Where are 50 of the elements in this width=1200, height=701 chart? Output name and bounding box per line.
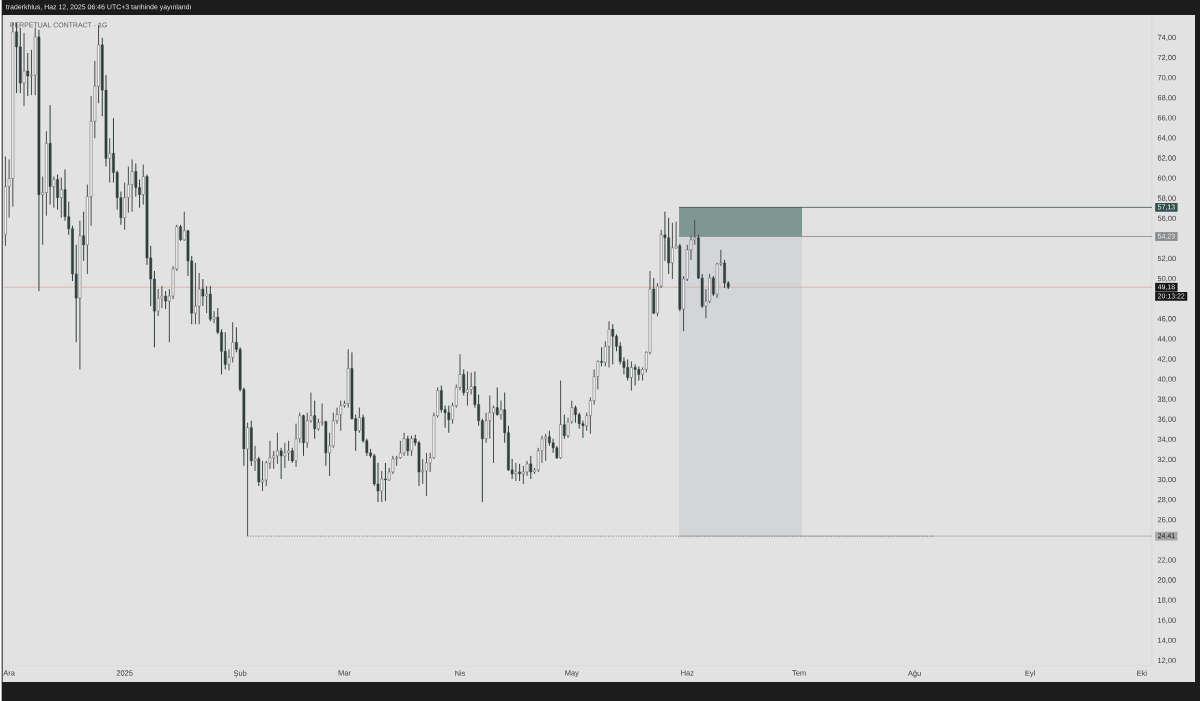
candlestick xyxy=(156,288,160,317)
candlestick xyxy=(279,447,283,480)
candlestick xyxy=(194,262,197,325)
candlestick xyxy=(130,158,134,213)
candlestick xyxy=(108,137,112,184)
candlestick xyxy=(257,456,261,487)
candlestick xyxy=(633,363,637,387)
candlestick xyxy=(261,460,264,492)
candlestick xyxy=(410,435,413,457)
candlestick xyxy=(26,52,30,97)
candlestick xyxy=(466,370,469,407)
candlestick xyxy=(626,358,630,381)
candlestick xyxy=(141,163,145,206)
candlestick xyxy=(276,432,279,465)
candlestick xyxy=(320,403,324,427)
candlestick xyxy=(56,174,59,211)
candlestick xyxy=(223,331,227,370)
candlestick xyxy=(358,407,361,434)
candlestick xyxy=(201,278,205,307)
candlestick xyxy=(402,432,406,457)
candlestick xyxy=(600,346,603,367)
candlestick xyxy=(492,405,495,464)
candlestick xyxy=(380,470,384,503)
candlestick xyxy=(283,442,287,469)
candlestick xyxy=(562,414,566,440)
candlestick xyxy=(384,462,387,502)
candlestick xyxy=(671,222,674,280)
candlestick xyxy=(22,32,26,107)
candlestick xyxy=(253,445,257,472)
candlestick xyxy=(123,182,126,231)
candlestick xyxy=(723,259,726,289)
candlestick xyxy=(246,422,249,537)
candlestick xyxy=(421,458,425,485)
candlestick xyxy=(212,310,216,324)
candlestick xyxy=(712,275,715,297)
candlestick xyxy=(544,433,548,462)
candlestick xyxy=(462,368,466,397)
candlestick xyxy=(425,452,428,497)
candlestick xyxy=(607,320,611,368)
candlestick xyxy=(514,462,518,482)
candlestick xyxy=(52,176,56,209)
candlestick xyxy=(630,360,633,392)
candlestick xyxy=(495,387,499,417)
candlestick xyxy=(82,211,85,262)
candlestick xyxy=(447,405,451,434)
candlestick xyxy=(205,285,208,314)
candlestick xyxy=(406,435,410,457)
candlestick xyxy=(499,400,503,421)
candlestick xyxy=(164,290,167,310)
candlestick xyxy=(59,177,63,219)
